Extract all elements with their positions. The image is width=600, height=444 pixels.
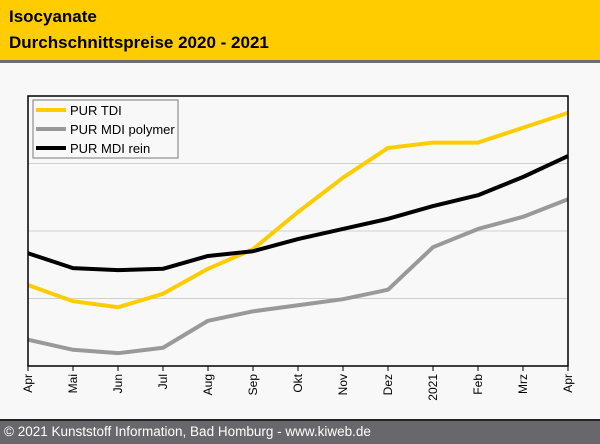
x-tick-label: Sep <box>246 374 260 396</box>
line-chart: Apr Mai Jun Jul Aug Sep Okt Nov Dez 2021 Feb Mrz Apr… <box>21 95 575 401</box>
series-line-0 <box>27 110 569 310</box>
chart-title: Isocyanate <box>9 7 97 26</box>
x-axis-ticks: Apr Mai Jun Jul Aug Sep Okt Nov Dez 2021 Feb Mrz Apr <box>21 366 575 401</box>
legend-label-1: PUR MDI polymer <box>70 122 175 137</box>
x-tick-label: 2021 <box>426 374 440 401</box>
series-line-2 <box>27 154 569 273</box>
legend: PUR TDI PUR MDI polymer PUR MDI rein <box>32 99 179 159</box>
x-tick-label: Feb <box>471 374 485 395</box>
x-tick-label: Aug <box>201 374 215 395</box>
chart-header: Isocyanate Durchschnittspreise 2020 - 20… <box>0 0 600 63</box>
x-tick-label: Mai <box>66 374 80 393</box>
chart-subtitle: Durchschnittspreise 2020 - 2021 <box>9 33 269 52</box>
footer: © 2021 Kunststoff Information, Bad Hombu… <box>0 419 600 444</box>
x-tick-label: Jul <box>156 374 170 389</box>
x-tick-label: Mrz <box>516 374 530 394</box>
x-tick-label: Dez <box>381 374 395 395</box>
x-tick-label: Okt <box>291 373 305 392</box>
gridlines <box>28 163 568 299</box>
series-lines <box>27 110 569 356</box>
x-tick-label: Nov <box>336 374 350 395</box>
copyright-text: © 2021 Kunststoff Information, Bad Hombu… <box>4 424 371 439</box>
x-tick-label: Apr <box>21 374 35 393</box>
x-tick-label: Jun <box>111 374 125 393</box>
legend-label-0: PUR TDI <box>70 103 122 118</box>
legend-label-2: PUR MDI rein <box>70 141 150 156</box>
chart-area: Apr Mai Jun Jul Aug Sep Okt Nov Dez 2021 Feb Mrz Apr… <box>0 63 600 419</box>
x-tick-label: Apr <box>561 374 575 393</box>
series-line-1 <box>27 197 569 356</box>
